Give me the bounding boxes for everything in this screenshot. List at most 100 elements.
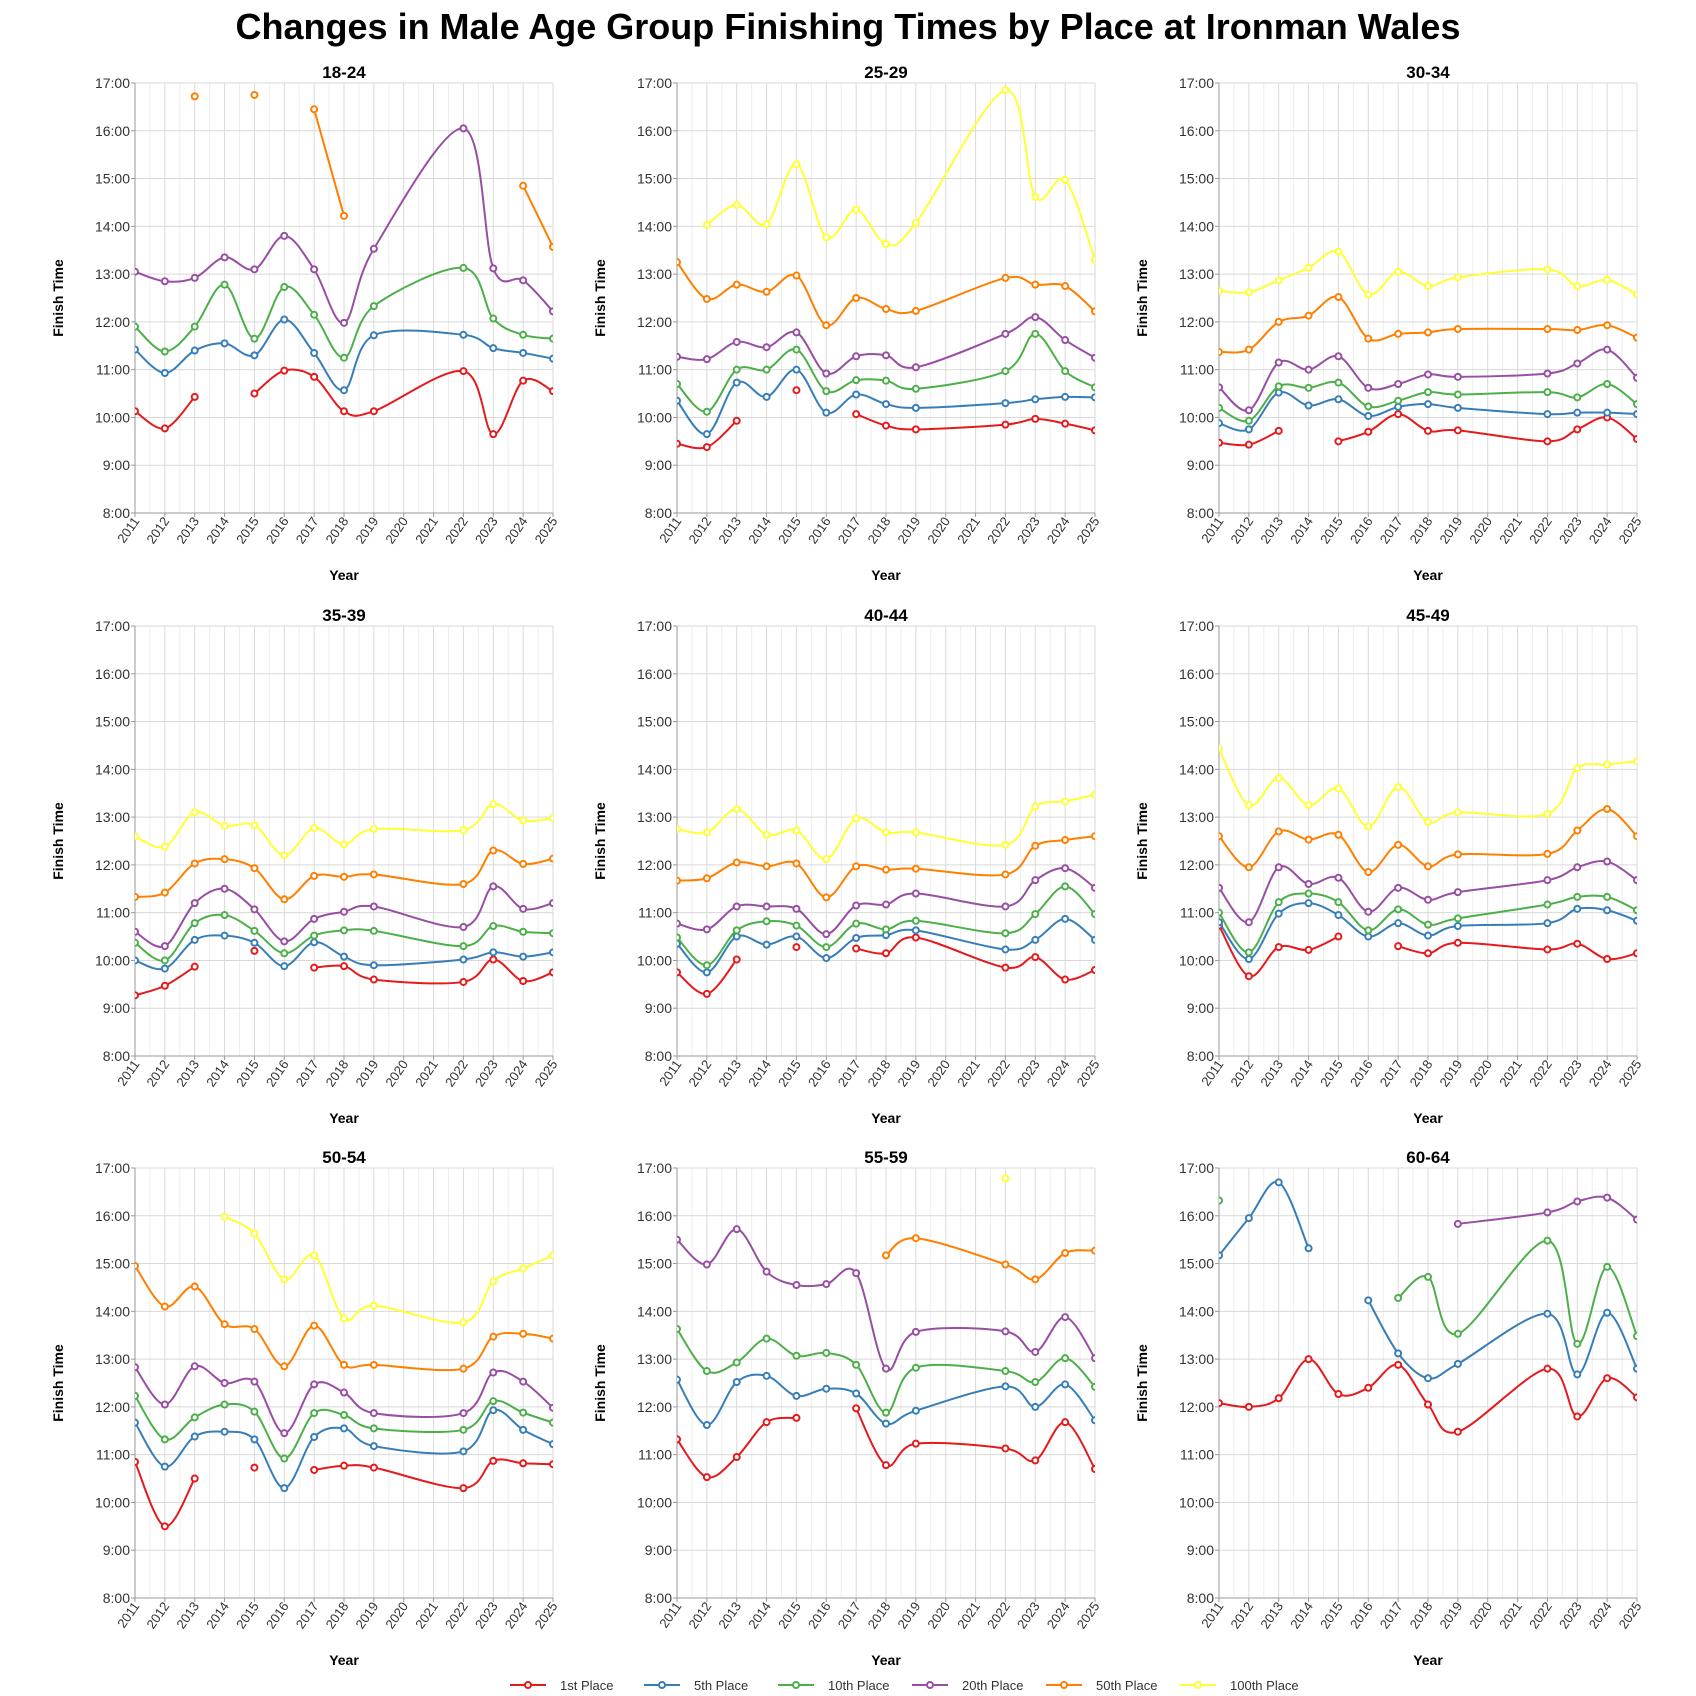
subplot-55-59: 8:00 9:00 10:00 11:00 12:00 13:00 14:00 15:00 16…: [592, 1148, 1102, 1668]
data-point-10th Place: [1573, 1339, 1582, 1348]
data-point-5th Place: [1394, 919, 1403, 928]
data-point-10th Place: [1274, 898, 1283, 907]
data-point-1st Place: [852, 944, 861, 953]
data-point-100th Place: [519, 816, 528, 825]
y-tick-label: 10:00: [95, 952, 130, 968]
data-point-5th Place: [762, 940, 771, 949]
y-tick-label: 15:00: [95, 714, 130, 730]
data-point-5th Place: [1573, 1370, 1582, 1379]
data-point-10th Place: [1543, 388, 1552, 397]
data-point-10th Place: [220, 911, 229, 920]
data-point-20th Place: [1091, 1354, 1095, 1363]
x-axis-label: Year: [329, 1652, 359, 1668]
data-point-100th Place: [1543, 265, 1552, 274]
data-point-20th Place: [1633, 1215, 1637, 1224]
y-tick-label: 15:00: [637, 1256, 672, 1272]
legend-swatch-marker: [1194, 1681, 1202, 1689]
data-point-10th Place: [459, 263, 468, 272]
data-point-100th Place: [882, 240, 890, 249]
data-point-50th Place: [1394, 840, 1403, 849]
x-tick-label: 2016: [263, 1599, 292, 1631]
data-point-50th Place: [762, 862, 771, 871]
x-tick-label: 2016: [805, 514, 834, 546]
y-tick-label: 11:00: [1180, 1447, 1214, 1463]
data-point-5th Place: [280, 315, 289, 324]
data-point-100th Place: [310, 824, 319, 833]
data-point-20th Place: [1543, 876, 1552, 885]
data-point-10th Place: [340, 353, 348, 362]
x-tick-label: 2019: [352, 1057, 381, 1089]
data-point-5th Place: [677, 396, 681, 405]
data-point-5th Place: [459, 955, 468, 964]
data-point-1st Place: [1394, 410, 1403, 419]
data-point-100th Place: [1364, 290, 1373, 299]
data-point-10th Place: [519, 1408, 528, 1417]
data-point-50th Place: [250, 1325, 259, 1334]
data-point-100th Place: [1364, 822, 1373, 831]
data-point-20th Place: [702, 925, 711, 934]
y-tick-label: 14:00: [95, 761, 130, 777]
legend-item: 100th Place: [1180, 1678, 1299, 1693]
subplot-35-39: 8:00 9:00 10:00 11:00 12:00 13:00 14:00 15:00 16…: [50, 606, 560, 1126]
y-tick-label: 10:00: [1179, 409, 1214, 425]
x-axis-label: Year: [871, 1110, 901, 1126]
data-point-10th Place: [459, 942, 468, 951]
data-point-100th Place: [1304, 801, 1313, 810]
y-tick-label: 16:00: [95, 123, 130, 139]
data-point-10th Place: [1334, 378, 1343, 387]
y-tick-label: 10:00: [637, 409, 672, 425]
x-tick-label: 2016: [1347, 1599, 1376, 1631]
x-tick-label: 2012: [1227, 514, 1256, 546]
data-point-50th Place: [1633, 832, 1637, 841]
x-tick-label: 2023: [1014, 1599, 1043, 1631]
subplot-title: 40-44: [864, 606, 908, 625]
data-point-10th Place: [792, 345, 801, 354]
legend-swatch-marker: [1060, 1681, 1068, 1689]
series-group: [677, 790, 1095, 998]
data-point-5th Place: [369, 331, 378, 340]
data-point-10th Place: [1424, 1272, 1432, 1281]
data-point-5th Place: [190, 346, 199, 355]
x-tick-label: 2020: [1466, 1599, 1495, 1631]
x-tick-label: 2022: [442, 1599, 471, 1631]
y-tick-label: 9:00: [1187, 1542, 1214, 1558]
data-point-10th Place: [190, 322, 199, 331]
y-tick-label: 10:00: [1179, 952, 1214, 968]
x-tick-label: 2017: [293, 1057, 322, 1089]
data-point-20th Place: [1334, 352, 1343, 361]
x-tick-label: 2012: [143, 514, 172, 546]
data-point-10th Place: [1061, 1354, 1070, 1363]
x-tick-label: 2019: [1436, 1057, 1465, 1089]
data-point-100th Place: [911, 218, 920, 227]
data-point-100th Place: [250, 821, 259, 830]
x-axis-label: Year: [871, 567, 901, 583]
y-tick-label: 16:00: [637, 1208, 672, 1224]
y-tick-label: 15:00: [1179, 171, 1214, 187]
x-tick-label: 2024: [1044, 514, 1073, 546]
data-point-1st Place: [1031, 953, 1040, 962]
y-tick-label: 12:00: [637, 314, 672, 330]
data-point-10th Place: [250, 926, 259, 935]
data-point-100th Place: [1244, 801, 1253, 810]
data-point-50th Place: [549, 242, 553, 251]
legend-label: 5th Place: [694, 1678, 748, 1693]
series-line-50th Place: [522, 185, 553, 248]
data-point-50th Place: [1394, 329, 1403, 338]
x-tick-label: 2023: [472, 514, 501, 546]
data-point-10th Place: [882, 376, 890, 385]
x-tick-label: 2014: [203, 1057, 232, 1089]
data-point-1st Place: [1543, 1364, 1552, 1373]
data-point-20th Place: [677, 1235, 681, 1244]
data-point-5th Place: [310, 938, 319, 947]
data-point-20th Place: [1364, 907, 1373, 916]
data-point-1st Place: [1219, 1399, 1223, 1408]
data-point-100th Place: [1603, 275, 1612, 284]
data-point-10th Place: [822, 1348, 831, 1357]
data-point-20th Place: [280, 937, 289, 946]
data-point-5th Place: [911, 1406, 920, 1415]
data-point-10th Place: [135, 1391, 139, 1400]
data-point-50th Place: [1244, 345, 1253, 354]
data-point-20th Place: [1633, 876, 1637, 885]
x-tick-label: 2013: [1257, 514, 1286, 546]
